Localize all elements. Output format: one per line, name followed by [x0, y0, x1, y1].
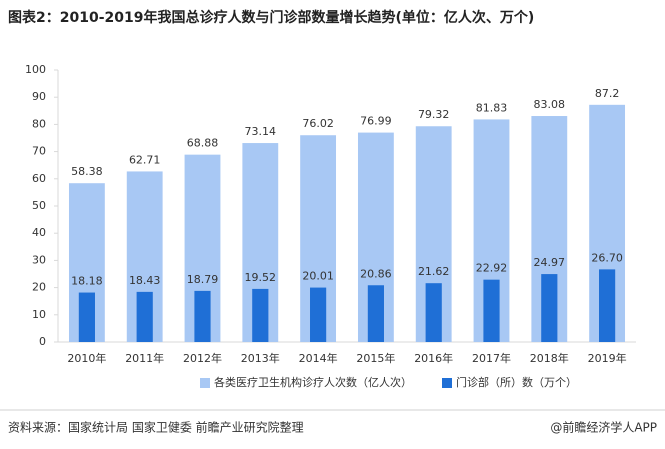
bar: [78, 292, 95, 342]
value-label: 62.71: [129, 153, 161, 166]
bar: [367, 285, 384, 342]
value-label: 20.01: [302, 270, 334, 283]
y-tick-label: 80: [32, 117, 46, 130]
bar: [425, 283, 442, 342]
x-tick-label: 2014年: [299, 351, 338, 365]
y-tick-label: 0: [39, 335, 46, 348]
x-tick-label: 2018年: [530, 351, 569, 365]
value-label: 18.79: [187, 273, 219, 286]
value-label: 87.2: [595, 87, 620, 100]
value-label: 79.32: [418, 108, 450, 121]
value-label: 83.08: [534, 98, 566, 111]
x-tick-label: 2015年: [356, 351, 395, 365]
x-tick-label: 2010年: [67, 351, 106, 365]
value-label: 81.83: [476, 101, 508, 114]
bar: [136, 291, 153, 342]
chart-title: 图表2：2010-2019年我国总诊疗人数与门诊部数量增长趋势(单位：亿人次、万…: [8, 9, 534, 26]
value-label: 18.43: [129, 274, 161, 287]
bar: [252, 288, 269, 342]
bar: [599, 269, 616, 342]
x-tick-label: 2017年: [472, 351, 511, 365]
value-label: 19.52: [245, 271, 277, 284]
value-label: 68.88: [187, 137, 219, 150]
bar: [483, 279, 500, 342]
value-label: 73.14: [245, 125, 277, 138]
legend-label: 各类医疗卫生机构诊疗人次数（亿人次）: [214, 375, 412, 389]
y-tick-label: 50: [32, 199, 46, 212]
x-tick-label: 2019年: [588, 351, 627, 365]
value-label: 24.97: [534, 256, 566, 269]
y-tick-label: 70: [32, 145, 46, 158]
bar: [194, 290, 211, 342]
y-tick-label: 100: [25, 63, 46, 76]
y-tick-label: 60: [32, 172, 46, 185]
x-tick-label: 2016年: [414, 351, 453, 365]
value-label: 22.92: [476, 262, 508, 275]
legend-swatch: [200, 378, 210, 388]
legend-swatch: [442, 378, 452, 388]
y-tick-label: 90: [32, 90, 46, 103]
y-tick-label: 40: [32, 226, 46, 239]
x-tick-label: 2013年: [241, 351, 280, 365]
y-tick-label: 20: [32, 281, 46, 294]
bar: [541, 274, 558, 342]
value-label: 18.18: [71, 275, 103, 288]
y-tick-label: 30: [32, 253, 46, 266]
source: 资料来源：国家统计局 国家卫健委 前瞻产业研究院整理: [8, 420, 304, 435]
y-tick-label: 10: [32, 308, 46, 321]
value-label: 76.99: [360, 115, 392, 128]
value-label: 20.86: [360, 267, 392, 280]
value-label: 26.70: [591, 251, 623, 264]
value-label: 58.38: [71, 165, 103, 178]
legend-label: 门诊部（所）数（万个）: [456, 375, 577, 389]
x-tick-label: 2011年: [125, 351, 164, 365]
credit: @前瞻经济学人APP: [550, 420, 657, 435]
x-tick-label: 2012年: [183, 351, 222, 365]
value-label: 21.62: [418, 265, 450, 278]
value-label: 76.02: [302, 117, 334, 130]
bar: [310, 287, 327, 342]
